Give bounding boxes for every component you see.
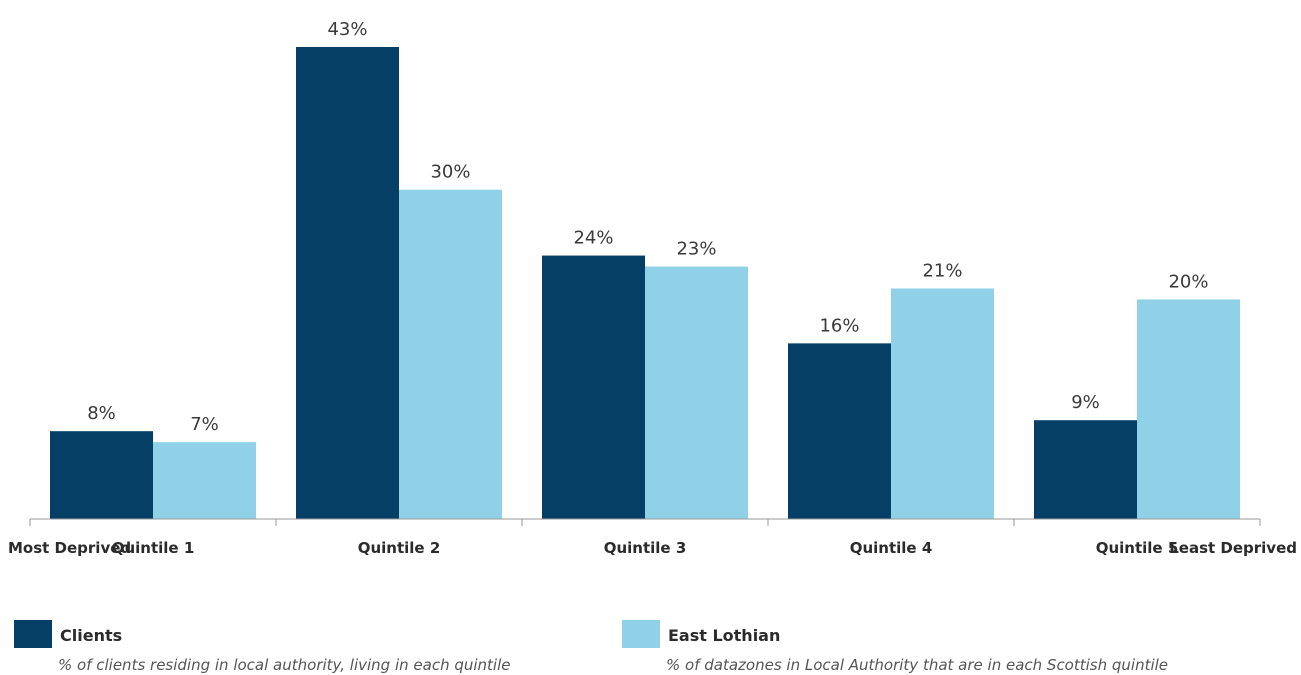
value-label-clients-q2: 43% [327, 19, 367, 40]
category-labels-group: Quintile 1 Quintile 2 Quintile 3 Quintile 4… [112, 539, 1179, 557]
legend-description-clients: % of clients residing in local authority… [58, 656, 511, 674]
legend-swatch-clients [14, 620, 52, 648]
category-label-q1: Quintile 1 [112, 539, 195, 557]
value-label-east-lothian-q4: 21% [922, 260, 962, 281]
bar-clients-q1 [50, 431, 153, 519]
value-label-clients-q3: 24% [573, 228, 613, 249]
value-label-east-lothian-q1: 7% [190, 414, 219, 435]
category-label-q5: Quintile 5 [1096, 539, 1179, 557]
axis-end-label-left: Most Deprived [8, 539, 131, 557]
bar-east-lothian-q1 [153, 442, 256, 519]
bar-east-lothian-q2 [399, 189, 502, 519]
bars-group [50, 47, 1240, 519]
value-label-east-lothian-q5: 20% [1168, 271, 1208, 292]
x-axis-ticks [29, 519, 1261, 526]
bar-clients-q4 [788, 343, 891, 519]
legend-swatch-east-lothian [622, 620, 660, 648]
value-labels-group: 8% 7% 43% 30% 24% 23% 16% 21% 9% 20% [87, 19, 1208, 435]
value-label-east-lothian-q2: 30% [430, 162, 470, 183]
legend-label-clients: Clients [60, 626, 123, 645]
legend-description-east-lothian: % of datazones in Local Authority that a… [666, 656, 1169, 674]
axis-end-label-right: Least Deprived [1169, 539, 1297, 557]
category-label-q2: Quintile 2 [358, 539, 441, 557]
value-label-clients-q1: 8% [87, 403, 116, 424]
bar-chart: 8%7%43%30%24%23%16%21%9%20% Quintile 1 Qu… [8, 19, 1297, 557]
value-label-clients-q4: 16% [819, 315, 859, 336]
bar-clients-q2 [296, 47, 399, 519]
bar-east-lothian-q5 [1137, 299, 1240, 519]
bar-clients-q5 [1034, 420, 1137, 519]
legend-label-east-lothian: East Lothian [668, 626, 781, 645]
value-label-east-lothian-q3: 23% [676, 239, 716, 260]
bar-east-lothian-q4 [891, 288, 994, 519]
bar-east-lothian-q3 [645, 266, 748, 519]
value-label-clients-q5: 9% [1071, 392, 1100, 413]
category-label-q3: Quintile 3 [604, 539, 687, 557]
bar-clients-q3 [542, 255, 645, 519]
category-label-q4: Quintile 4 [850, 539, 933, 557]
